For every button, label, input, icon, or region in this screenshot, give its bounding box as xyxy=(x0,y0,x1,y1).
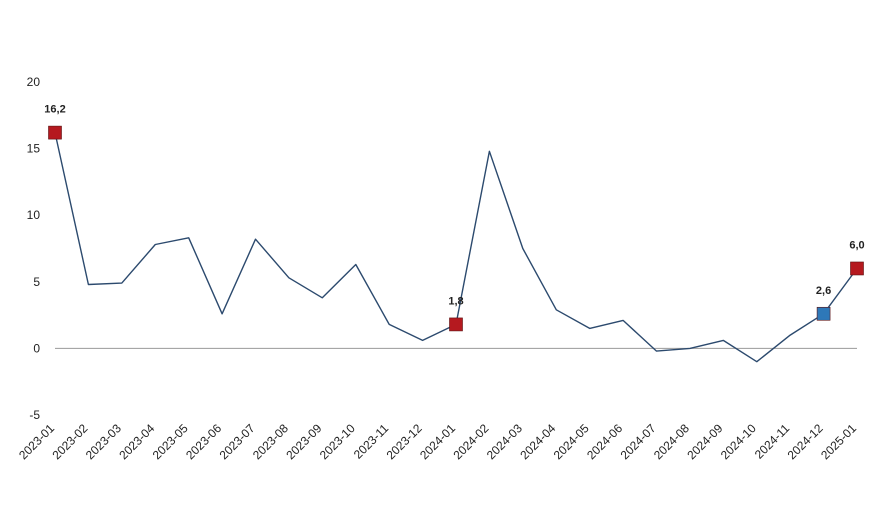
data-labels-group: 16,2 1,8 2,6 6,0 xyxy=(44,104,864,308)
x-tick-label: 2023-02 xyxy=(49,421,90,462)
data-marker xyxy=(449,317,463,332)
x-tick-label: 2024-10 xyxy=(718,421,759,462)
x-tick-label: 2024-09 xyxy=(684,421,725,462)
x-tick-label: 2023-01 xyxy=(16,421,57,462)
x-tick-label: 2023-05 xyxy=(150,421,191,462)
y-tick-label: 20 xyxy=(27,75,41,89)
x-tick-label: 2023-10 xyxy=(317,421,358,462)
x-tick-label: 2023-08 xyxy=(250,421,291,462)
x-tick-label: 2024-03 xyxy=(484,421,525,462)
data-marker xyxy=(48,125,62,140)
x-axis: 2023-012023-022023-032023-042023-052023-… xyxy=(16,421,859,462)
x-tick-label: 2024-01 xyxy=(417,421,458,462)
x-tick-label: 2023-04 xyxy=(116,421,157,462)
x-tick-label: 2023-12 xyxy=(384,421,425,462)
x-tick-label: 2024-02 xyxy=(450,421,491,462)
x-tick-label: 2023-07 xyxy=(217,421,258,462)
y-tick-label: -5 xyxy=(29,408,40,422)
y-tick-label: 0 xyxy=(33,341,40,355)
x-tick-label: 2024-08 xyxy=(651,421,692,462)
x-tick-label: 2024-05 xyxy=(551,421,592,462)
x-tick-label: 2023-03 xyxy=(83,421,124,462)
y-tick-label: 5 xyxy=(33,275,40,289)
data-marker xyxy=(816,306,831,321)
y-tick-label: 15 xyxy=(27,142,41,156)
data-label: 16,2 xyxy=(44,104,65,116)
data-label: 6,0 xyxy=(849,239,864,251)
x-tick-label: 2024-06 xyxy=(584,421,625,462)
x-tick-label: 2024-04 xyxy=(517,421,558,462)
x-tick-label: 2023-06 xyxy=(183,421,224,462)
x-tick-label: 2023-09 xyxy=(283,421,324,462)
data-label: 1,8 xyxy=(448,295,463,307)
y-tick-label: 10 xyxy=(27,208,41,222)
data-marker xyxy=(850,261,864,276)
x-tick-label: 2024-12 xyxy=(785,421,826,462)
x-tick-label: 2023-11 xyxy=(351,421,392,462)
x-tick-label: 2024-07 xyxy=(618,421,659,462)
markers-group xyxy=(48,125,864,332)
data-label: 2,6 xyxy=(816,285,831,297)
y-axis: -5 0 5 10 15 20 xyxy=(27,75,41,422)
x-tick-label: 2025-01 xyxy=(818,421,859,462)
x-tick-label: 2024-11 xyxy=(752,421,793,462)
